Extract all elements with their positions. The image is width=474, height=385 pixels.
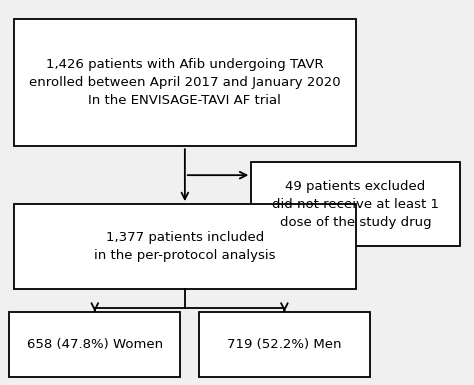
Bar [251, 162, 460, 246]
Text: 719 (52.2%) Men: 719 (52.2%) Men [227, 338, 342, 351]
Bar [9, 312, 180, 377]
Text: 1,377 patients included
in the per-protocol analysis: 1,377 patients included in the per-proto… [94, 231, 275, 262]
Text: 1,426 patients with Afib undergoing TAVR
enrolled between April 2017 and January: 1,426 patients with Afib undergoing TAVR… [29, 58, 341, 107]
Text: 49 patients excluded
did not receive at least 1
dose of the study drug: 49 patients excluded did not receive at … [272, 179, 439, 229]
Text: 658 (47.8%) Women: 658 (47.8%) Women [27, 338, 163, 351]
Bar [14, 204, 356, 289]
Bar [199, 312, 370, 377]
Bar [14, 19, 356, 146]
